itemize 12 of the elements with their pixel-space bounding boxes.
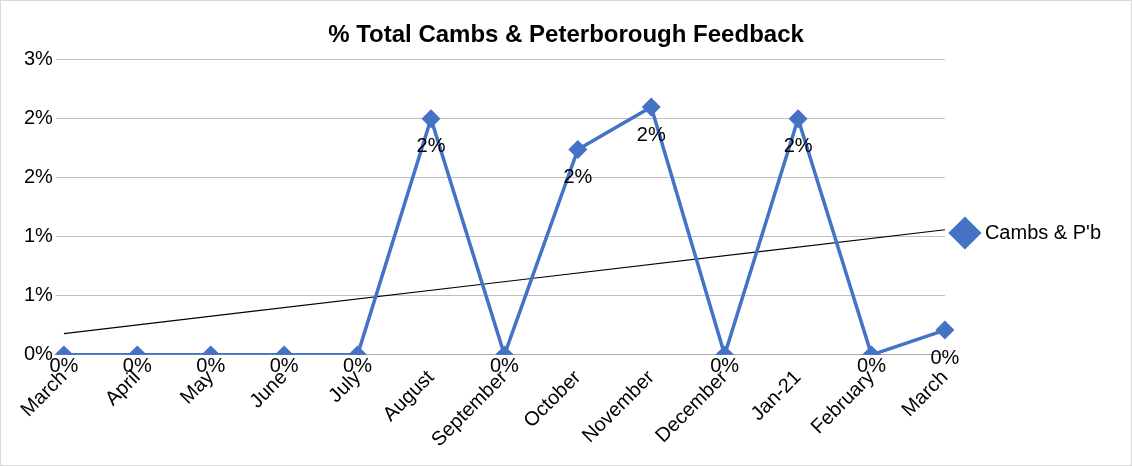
- y-tick-label: 1%: [24, 224, 54, 247]
- point: [642, 98, 660, 116]
- y-tick-label: 2%: [24, 106, 54, 129]
- chart-title: % Total Cambs & Peterborough Feedback: [328, 20, 805, 48]
- y-tick-label: 3%: [24, 47, 54, 70]
- legend-label: Cambs & P'b: [984, 220, 1102, 243]
- point: [569, 140, 587, 159]
- y-tick-label: 1%: [24, 283, 54, 306]
- point: [789, 110, 807, 128]
- point: [422, 110, 440, 128]
- data-label: 0%: [930, 345, 960, 368]
- y-tick-label: 2%: [24, 165, 54, 188]
